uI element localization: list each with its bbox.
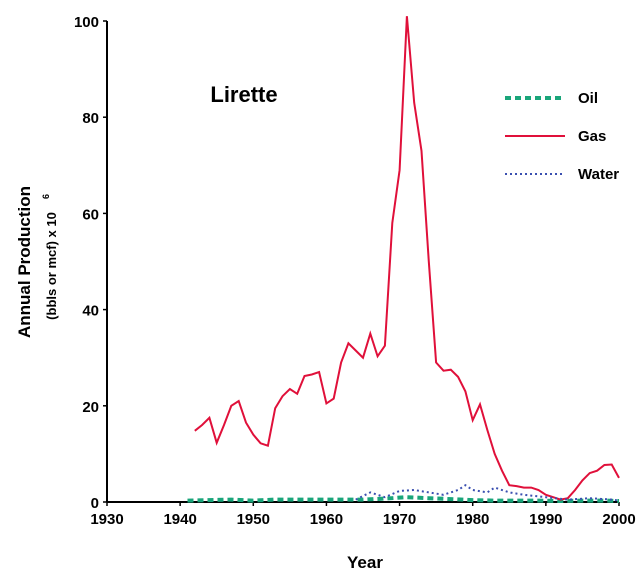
y-tick-label: 80 <box>82 110 99 127</box>
x-tick-label: 1950 <box>237 511 270 528</box>
x-tick-label: 1930 <box>90 511 123 528</box>
x-tick-label: 1940 <box>163 511 196 528</box>
annotation: Lirette <box>210 82 277 107</box>
y-tick-label: 0 <box>91 495 99 512</box>
series-line <box>194 16 620 501</box>
x-tick-label: 2000 <box>602 511 635 528</box>
x-tick-label: 1970 <box>383 511 416 528</box>
y-axis-exponent: 6 <box>41 194 51 199</box>
legend-label: Water <box>578 166 619 183</box>
series-line <box>355 484 620 502</box>
legend-label: Gas <box>578 128 606 145</box>
x-tick-label: 1960 <box>310 511 343 528</box>
series-line <box>187 495 620 504</box>
y-tick-label: 40 <box>82 303 99 320</box>
x-tick-label: 1990 <box>529 511 562 528</box>
y-axis-sublabel-text: (bbls or mcf) x 10 <box>44 212 59 320</box>
y-tick-label: 100 <box>74 14 99 31</box>
y-tick-label: 60 <box>82 206 99 223</box>
y-tick-label: 20 <box>82 399 99 416</box>
x-tick-label: 1980 <box>456 511 489 528</box>
y-axis-sublabel: (bbls or mcf) x 10 6 <box>41 194 59 320</box>
x-axis-label: Year <box>347 553 383 572</box>
legend-label: Oil <box>578 90 598 107</box>
y-axis-label: Annual Production <box>15 186 34 338</box>
